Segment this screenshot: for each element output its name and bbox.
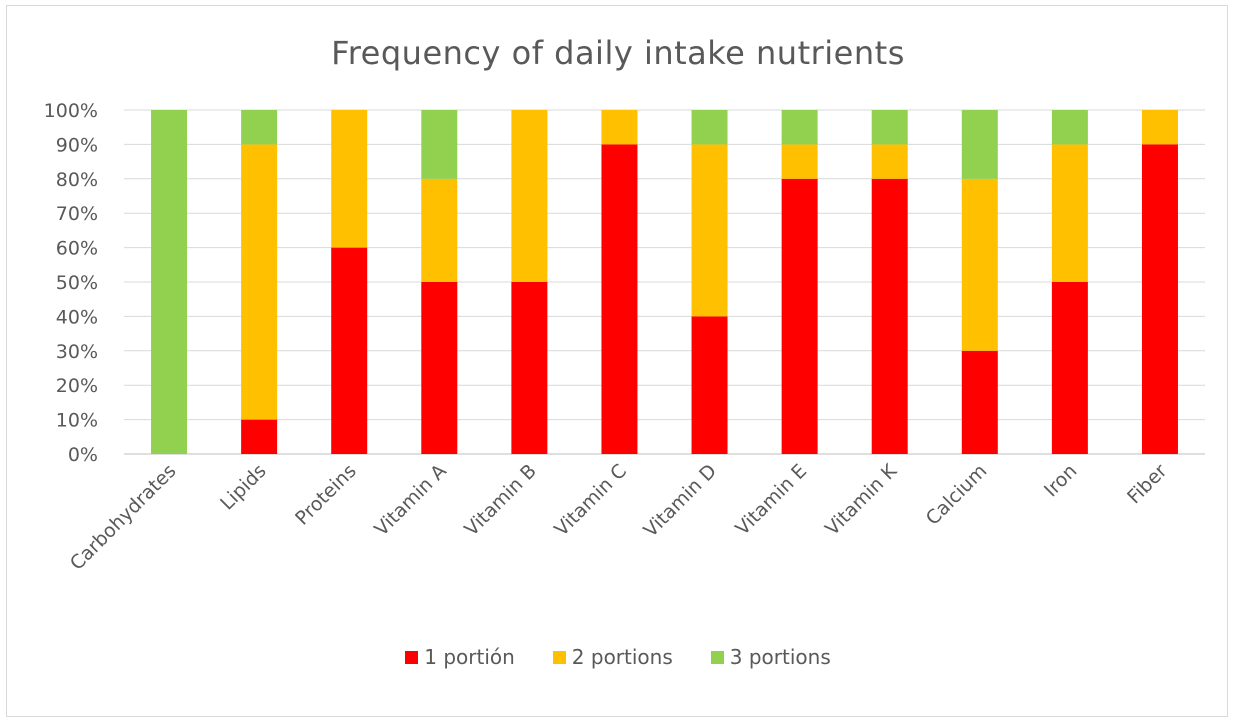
bar-vitamin-e-series-2: [781, 144, 818, 179]
legend-swatch-3-portions: [710, 650, 724, 664]
legend-swatch-1-portion: [405, 650, 419, 664]
x-tick-label: Vitamin B: [460, 460, 541, 541]
bar-vitamin-b-series-1: [511, 282, 548, 454]
bar-fiber-series-2: [1141, 110, 1178, 145]
legend-swatch-2-portions: [552, 650, 566, 664]
x-tick-label: Iron: [1040, 460, 1081, 501]
bar-iron-series-1: [1051, 282, 1088, 454]
y-tick-label: 50%: [56, 272, 98, 294]
bar-vitamin-c-series-2: [601, 110, 638, 145]
x-tick-label: Fiber: [1123, 460, 1171, 508]
legend-item-3-portions: 3 portions: [710, 645, 831, 669]
x-tick-label: Vitamin A: [370, 460, 450, 540]
x-tick-label: Lipids: [216, 460, 271, 515]
y-tick-label: 10%: [56, 410, 98, 432]
y-tick-label: 90%: [56, 134, 98, 156]
x-tick-label: Vitamin E: [731, 460, 811, 540]
bar-proteins-series-2: [331, 110, 368, 248]
bar-vitamin-d-series-3: [691, 110, 728, 145]
x-tick-label: Vitamin D: [639, 460, 721, 542]
bar-vitamin-e-series-3: [781, 110, 818, 145]
bar-vitamin-b-series-2: [511, 110, 548, 282]
legend-label-2-portions: 2 portions: [571, 645, 673, 669]
bar-vitamin-c-series-1: [601, 144, 638, 454]
chart-title: Frequency of daily intake nutrients: [331, 34, 905, 72]
x-tick-label: Calcium: [922, 460, 992, 530]
bar-vitamin-d-series-2: [691, 144, 728, 317]
bar-vitamin-d-series-1: [691, 316, 728, 454]
bar-iron-series-3: [1051, 110, 1088, 145]
y-tick-label: 40%: [56, 306, 98, 328]
bar-iron-series-2: [1051, 144, 1088, 282]
bar-vitamin-k-series-1: [871, 178, 908, 455]
x-tick-label: Vitamin C: [550, 460, 631, 541]
y-tick-label: 30%: [56, 341, 98, 363]
legend-label-3-portions: 3 portions: [729, 645, 831, 669]
bar-vitamin-a-series-3: [421, 110, 458, 179]
y-tick-label: 20%: [56, 375, 98, 397]
legend-item-1-portion: 1 portión: [405, 645, 515, 669]
legend-item-2-portions: 2 portions: [552, 645, 673, 669]
bar-calcium-series-1: [961, 350, 998, 454]
bar-fiber-series-1: [1141, 144, 1178, 454]
y-tick-label: 70%: [56, 203, 98, 225]
bar-vitamin-k-series-2: [871, 144, 908, 179]
bar-lipids-series-3: [241, 110, 278, 145]
y-tick-label: 80%: [56, 169, 98, 191]
bar-vitamin-k-series-3: [871, 110, 908, 145]
bar-lipids-series-2: [241, 144, 278, 420]
bar-carbohydrates-series-3: [151, 110, 188, 454]
bar-calcium-series-3: [961, 110, 998, 179]
bar-calcium-series-2: [961, 178, 998, 351]
bar-vitamin-a-series-2: [421, 178, 458, 282]
chart-legend: 1 portión 2 portions 3 portions: [0, 645, 1236, 669]
y-tick-label: 0%: [68, 444, 98, 466]
x-tick-label: Proteins: [291, 460, 361, 530]
x-tick-label: Vitamin K: [821, 460, 901, 540]
legend-label-1-portion: 1 portión: [424, 645, 515, 669]
bar-lipids-series-1: [241, 419, 278, 454]
bar-vitamin-e-series-1: [781, 178, 818, 455]
y-tick-label: 60%: [56, 238, 98, 260]
x-tick-label: Carbohydrates: [66, 460, 181, 575]
y-tick-label: 100%: [44, 100, 98, 122]
bar-proteins-series-1: [331, 247, 368, 454]
bar-vitamin-a-series-1: [421, 282, 458, 454]
